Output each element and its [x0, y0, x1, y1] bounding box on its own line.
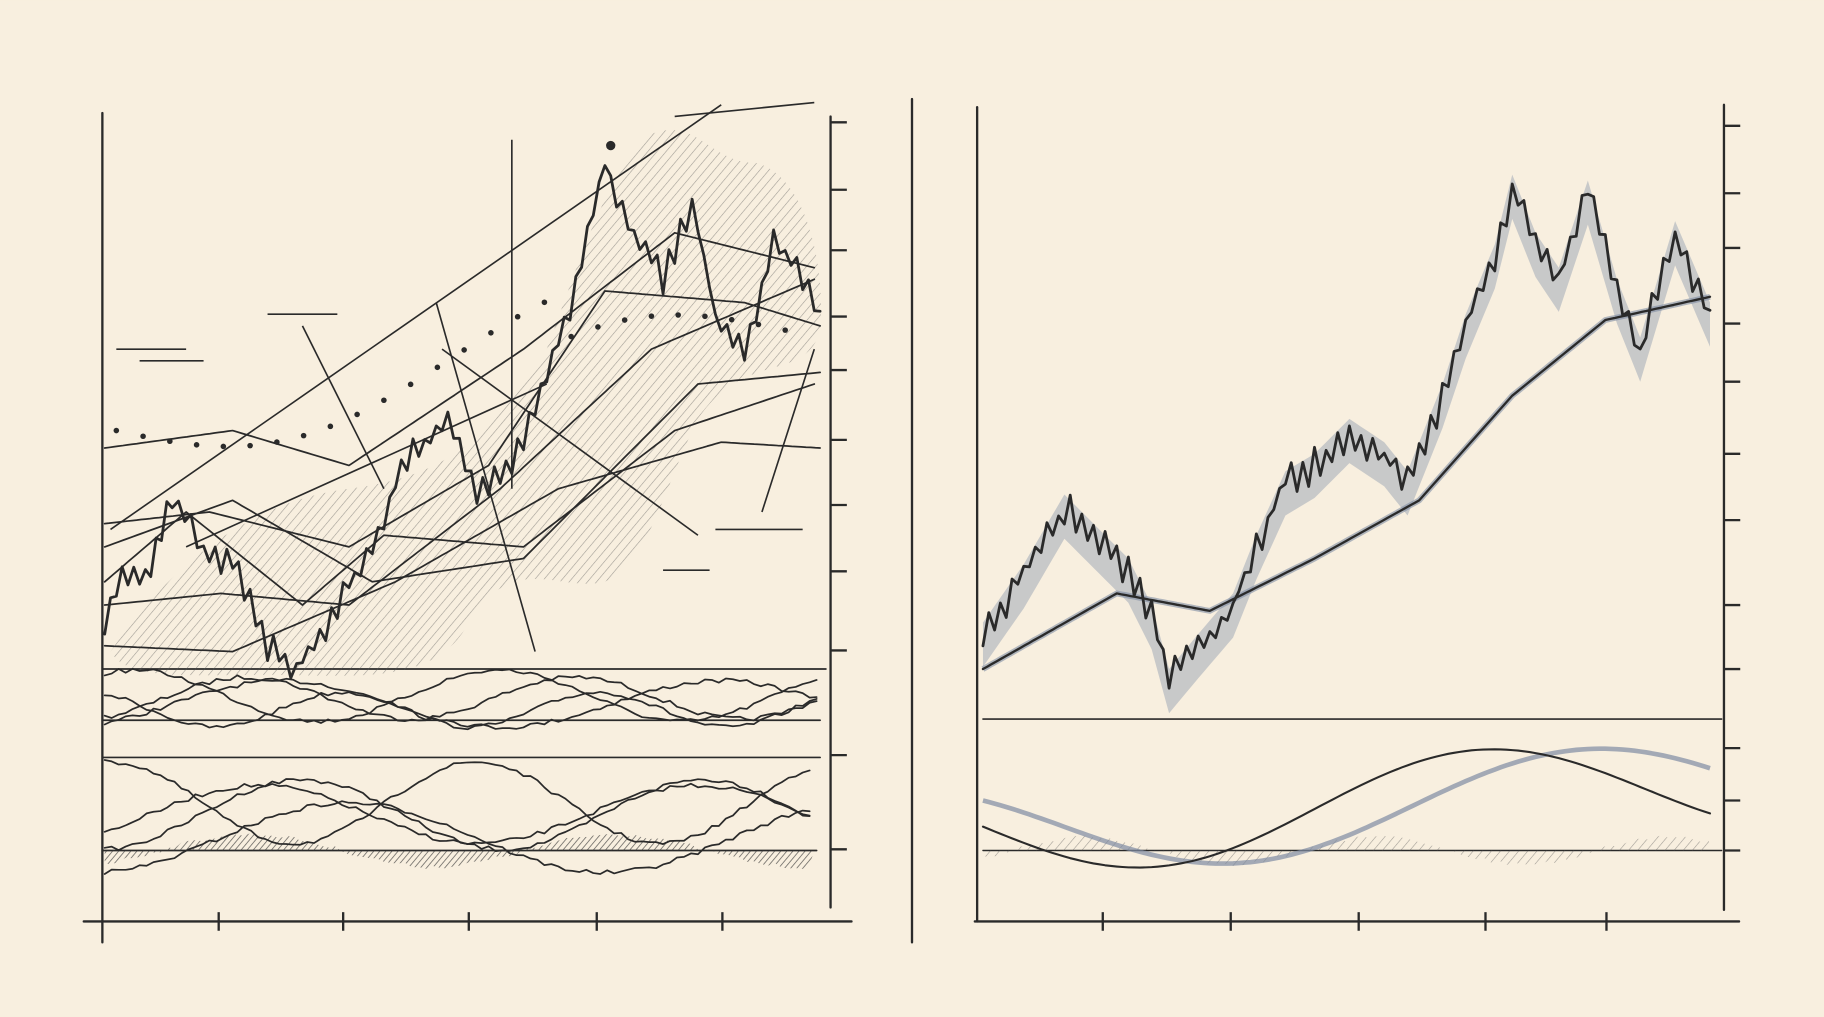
signal-shadow — [982, 746, 1711, 866]
shaded-cloud — [110, 130, 821, 676]
sketch-dot — [274, 439, 280, 445]
sketch-line — [103, 164, 822, 680]
sketch-dot — [140, 433, 146, 440]
sketch-dot — [702, 313, 708, 320]
sketch-dot — [167, 438, 173, 445]
sketch-stroke — [185, 383, 548, 548]
sketch-dot — [514, 313, 521, 320]
oscillator — [103, 667, 818, 724]
oscillator — [103, 778, 811, 852]
sketch-dot — [113, 427, 120, 434]
sketch-dot — [381, 397, 387, 404]
sketch-dot — [247, 442, 253, 449]
sketch-curve — [103, 441, 821, 653]
sketch-stroke — [441, 348, 699, 536]
sketch-curve — [103, 290, 821, 548]
sketch-stroke — [674, 101, 815, 118]
sketch-dot — [407, 381, 414, 388]
sketch-curve — [103, 371, 821, 583]
sketch-dot — [782, 327, 788, 333]
oscillator — [103, 800, 811, 875]
sketch-dot — [568, 333, 574, 340]
histogram-area — [982, 834, 1710, 867]
sketch-dot — [488, 330, 494, 336]
price-line — [981, 182, 1712, 690]
oscillator — [103, 690, 818, 731]
sketch-curve — [103, 278, 816, 606]
sketch-curve — [103, 231, 816, 467]
sketch-dot — [220, 443, 227, 450]
sketch-stroke — [110, 104, 722, 531]
oscillator — [103, 759, 811, 846]
oscillator — [103, 782, 811, 845]
sketch-dot — [461, 347, 467, 353]
sketch-dot — [755, 321, 762, 328]
sketch-stroke — [435, 302, 536, 652]
oscillator — [103, 674, 818, 723]
sketch-dot — [300, 432, 307, 439]
sketch-stroke — [301, 325, 385, 490]
sketch-dot — [193, 442, 200, 448]
sketch-stroke — [761, 348, 816, 513]
sketch-dot — [648, 313, 655, 319]
sketch-dot — [728, 316, 735, 323]
sketch-dot — [621, 317, 628, 323]
sketch-dot — [434, 364, 441, 371]
sketch-dot — [595, 324, 601, 330]
sketch-dot — [354, 411, 360, 418]
sketch-curve — [103, 383, 816, 606]
sketch-dot — [541, 299, 548, 306]
signal-line — [981, 748, 1712, 869]
sketch-dot — [327, 423, 334, 430]
oscillator — [103, 677, 818, 730]
moving-average — [981, 295, 1712, 671]
sketch-dot — [606, 140, 616, 151]
sketch-dot — [675, 312, 681, 318]
